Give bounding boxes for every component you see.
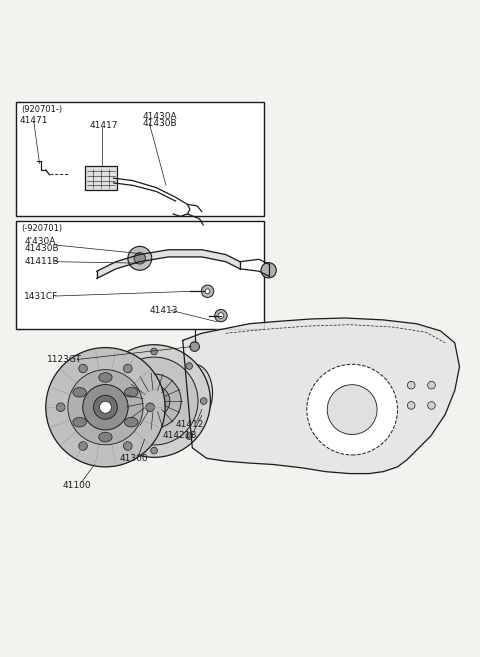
Ellipse shape xyxy=(125,417,138,427)
Circle shape xyxy=(123,364,132,373)
Circle shape xyxy=(138,385,170,417)
Circle shape xyxy=(56,403,65,411)
Circle shape xyxy=(218,313,224,319)
Ellipse shape xyxy=(185,376,204,409)
Polygon shape xyxy=(97,250,240,279)
Text: 41300: 41300 xyxy=(120,454,148,463)
Circle shape xyxy=(307,364,397,455)
Circle shape xyxy=(428,381,435,389)
Circle shape xyxy=(128,246,152,270)
Text: (920701-): (920701-) xyxy=(22,105,62,114)
Ellipse shape xyxy=(73,417,86,427)
Text: 41471: 41471 xyxy=(20,116,48,125)
Circle shape xyxy=(186,363,192,369)
Polygon shape xyxy=(183,318,459,474)
Circle shape xyxy=(110,357,198,445)
Circle shape xyxy=(116,363,122,369)
Text: 41411B: 41411B xyxy=(24,257,59,266)
Circle shape xyxy=(101,397,108,404)
Circle shape xyxy=(327,385,377,434)
Circle shape xyxy=(186,433,192,440)
Circle shape xyxy=(99,401,111,413)
Circle shape xyxy=(123,442,132,450)
Circle shape xyxy=(200,397,207,404)
Text: (-920701): (-920701) xyxy=(22,224,62,233)
Circle shape xyxy=(261,263,276,278)
Circle shape xyxy=(205,289,210,294)
Circle shape xyxy=(201,285,214,298)
Circle shape xyxy=(190,342,199,351)
Text: 41100: 41100 xyxy=(62,480,91,489)
Circle shape xyxy=(79,364,87,373)
Circle shape xyxy=(191,340,199,348)
Circle shape xyxy=(79,442,87,450)
Text: 41430B: 41430B xyxy=(24,244,59,254)
Circle shape xyxy=(187,385,202,401)
Circle shape xyxy=(215,309,227,322)
Circle shape xyxy=(127,374,181,428)
Circle shape xyxy=(116,433,122,440)
Ellipse shape xyxy=(99,432,112,442)
Circle shape xyxy=(98,345,210,457)
Circle shape xyxy=(428,401,435,409)
Text: 41430A: 41430A xyxy=(142,112,177,121)
Circle shape xyxy=(83,384,128,430)
Ellipse shape xyxy=(99,373,112,382)
Circle shape xyxy=(408,401,415,409)
Circle shape xyxy=(46,348,165,467)
Text: 41421B: 41421B xyxy=(163,432,197,440)
Circle shape xyxy=(151,348,157,355)
Ellipse shape xyxy=(177,364,213,422)
Circle shape xyxy=(146,403,155,411)
Text: 41430B: 41430B xyxy=(142,119,177,128)
Ellipse shape xyxy=(125,388,138,397)
Ellipse shape xyxy=(73,388,86,397)
Circle shape xyxy=(94,396,117,419)
Text: 1431CF: 1431CF xyxy=(24,292,59,300)
Bar xyxy=(16,221,264,328)
Circle shape xyxy=(408,381,415,389)
Circle shape xyxy=(145,393,163,409)
Text: 41413: 41413 xyxy=(149,306,178,315)
Bar xyxy=(85,166,117,190)
Text: 1123GT: 1123GT xyxy=(47,355,82,364)
Circle shape xyxy=(151,447,157,454)
Bar xyxy=(16,102,264,216)
Circle shape xyxy=(134,253,145,264)
Text: 4'430A: 4'430A xyxy=(24,237,56,246)
Circle shape xyxy=(68,370,143,445)
Text: 41417: 41417 xyxy=(90,121,118,130)
Text: 41412: 41412 xyxy=(176,420,204,430)
